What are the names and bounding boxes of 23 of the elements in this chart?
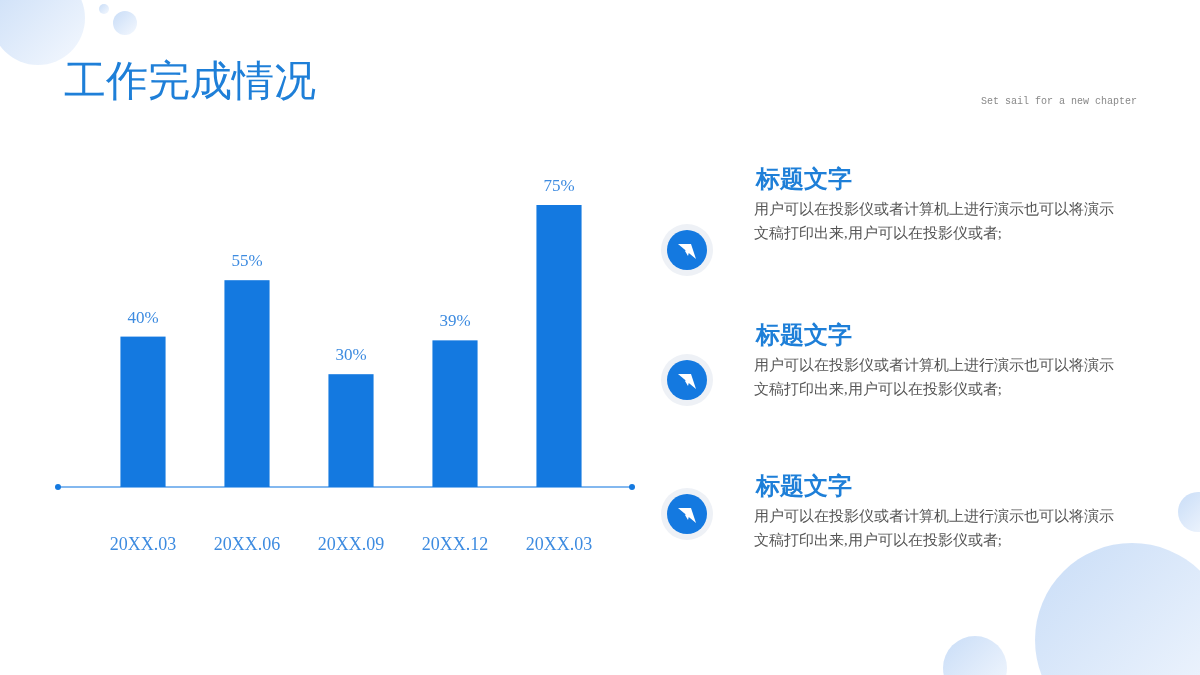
x-tick-label: 20XX.03 xyxy=(109,534,177,554)
text: 用户可以在投影仪或者计算机上进行演示也可以将演示文稿打印出来,用户可以在投影仪或者; xyxy=(754,508,1114,548)
data-label: 39% xyxy=(439,311,471,331)
x-tick-label: 20XX.06 xyxy=(213,534,281,554)
data-label: 55% xyxy=(231,251,263,271)
bar xyxy=(536,205,582,487)
data-label: 40% xyxy=(127,307,159,327)
data-label: 75% xyxy=(543,176,575,195)
bar xyxy=(224,280,270,487)
text: Set sail for a new chapter xyxy=(980,96,1137,107)
text: 标题文字 xyxy=(755,321,852,348)
chart-title: 工作完成情况 xyxy=(64,58,316,104)
x-tick-label: 20XX.09 xyxy=(317,534,385,554)
text: 用户可以在投影仪或者计算机上进行演示也可以将演示文稿打印出来,用户可以在投影仪或者; xyxy=(754,357,1114,397)
text: 用户可以在投影仪或者计算机上进行演示也可以将演示文稿打印出来,用户可以在投影仪或者; xyxy=(754,201,1114,241)
bar xyxy=(328,374,374,487)
text: 标题文字 xyxy=(755,165,852,192)
data-label: 30% xyxy=(335,345,367,365)
bar xyxy=(432,340,478,487)
bar xyxy=(120,336,166,487)
x-tick-label: 20XX.03 xyxy=(525,534,593,554)
x-tick-label: 20XX.12 xyxy=(421,534,489,554)
text: 标题文字 xyxy=(755,472,852,499)
